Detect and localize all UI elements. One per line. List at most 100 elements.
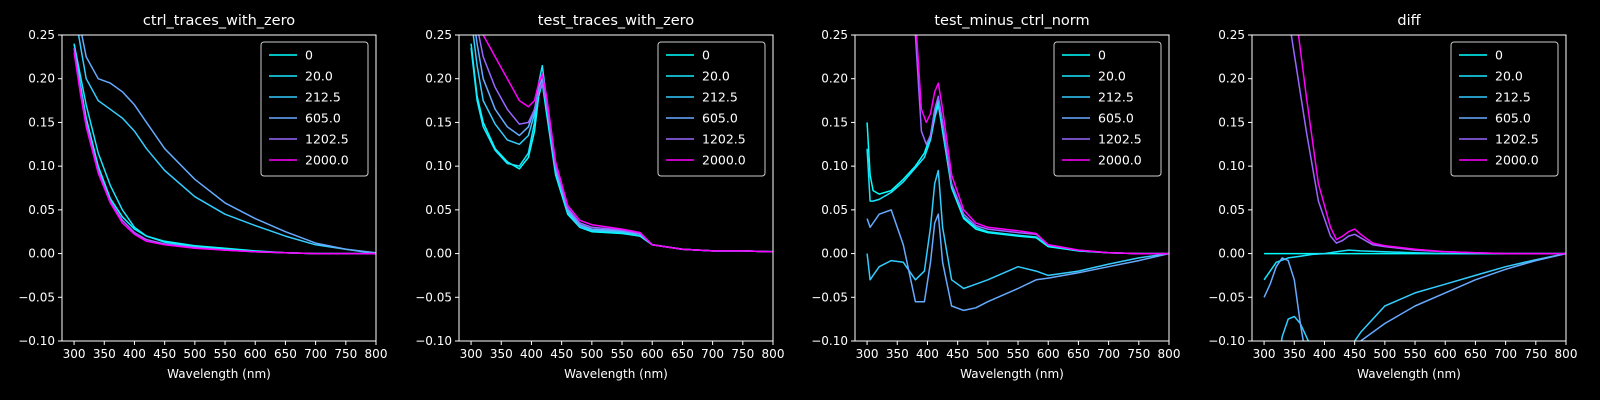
x-tick-label: 600 bbox=[1037, 347, 1060, 361]
x-tick-label: 550 bbox=[214, 347, 237, 361]
y-tick-label: 0.10 bbox=[821, 159, 848, 173]
legend-label: 605.0 bbox=[1495, 111, 1531, 126]
y-tick-label: 0.15 bbox=[28, 115, 55, 129]
panel-3: test_minus_ctrl_norm 300 350 400 450 500 550 60… bbox=[811, 13, 1180, 381]
x-tick-label: 350 bbox=[886, 347, 909, 361]
y-tick-label: −0.10 bbox=[811, 334, 848, 348]
x-tick-label: 300 bbox=[63, 347, 86, 361]
y-tick-label: −0.05 bbox=[415, 290, 452, 304]
x-tick-label: 500 bbox=[1373, 347, 1396, 361]
x-tick-label: 350 bbox=[490, 347, 513, 361]
y-tick-label: 0.15 bbox=[821, 115, 848, 129]
series-line-2000.0 bbox=[915, 35, 1169, 255]
legend-label: 20.0 bbox=[1098, 69, 1126, 84]
x-tick-label: 400 bbox=[1313, 347, 1336, 361]
x-tick-label: 600 bbox=[1434, 347, 1457, 361]
plot-frame bbox=[854, 34, 1170, 342]
legend-label: 20.0 bbox=[1495, 69, 1523, 84]
legend-label: 1202.5 bbox=[1495, 132, 1539, 147]
x-tick-label: 700 bbox=[1097, 347, 1120, 361]
y-tick-label: −0.05 bbox=[811, 290, 848, 304]
legend-label: 1202.5 bbox=[305, 132, 349, 147]
y-tick-label: 0.05 bbox=[28, 203, 55, 217]
y-tick-label: 0.00 bbox=[28, 247, 55, 261]
x-tick-label: 550 bbox=[1007, 347, 1030, 361]
x-tick-label: 800 bbox=[1158, 347, 1181, 361]
y-tick-label: −0.10 bbox=[18, 334, 55, 348]
y-tick-label: 0.05 bbox=[1218, 203, 1245, 217]
x-tick-label: 300 bbox=[1253, 347, 1276, 361]
x-tick-label: 650 bbox=[1067, 347, 1090, 361]
series-line-605.0 bbox=[81, 35, 376, 254]
series-line-212.5 bbox=[77, 35, 376, 255]
y-tick-label: 0.25 bbox=[1218, 28, 1245, 42]
x-tick-label: 300 bbox=[856, 347, 879, 361]
legend-label: 1202.5 bbox=[1098, 132, 1142, 147]
x-tick-label: 800 bbox=[762, 347, 785, 361]
panel-4: diff 300 350 400 450 500 550 600 650 700 750 800 −0.… bbox=[1208, 13, 1578, 381]
y-tick-label: 0.25 bbox=[425, 28, 452, 42]
x-axis-label: Wavelength (nm) bbox=[167, 367, 271, 381]
x-tick-label: 800 bbox=[1555, 347, 1578, 361]
x-tick-label: 550 bbox=[611, 347, 634, 361]
legend-label: 2000.0 bbox=[1495, 153, 1539, 168]
chart-title: ctrl_traces_with_zero bbox=[143, 13, 295, 29]
legend-label: 212.5 bbox=[305, 90, 341, 105]
x-tick-label: 650 bbox=[1464, 347, 1487, 361]
y-tick-label: 0.00 bbox=[821, 247, 848, 261]
y-tick-label: −0.05 bbox=[18, 290, 55, 304]
x-tick-label: 450 bbox=[946, 347, 969, 361]
x-tick-label: 450 bbox=[153, 347, 176, 361]
chart-title: test_minus_ctrl_norm bbox=[934, 13, 1089, 29]
x-tick-label: 300 bbox=[460, 347, 483, 361]
y-tick-label: 0.25 bbox=[821, 28, 848, 42]
legend-label: 0 bbox=[702, 48, 710, 63]
y-tick-label: 0.20 bbox=[821, 72, 848, 86]
series-line-605.0 bbox=[866, 209, 1169, 312]
x-tick-label: 750 bbox=[1524, 347, 1547, 361]
y-tick-label: −0.10 bbox=[1208, 334, 1245, 348]
chart-title: test_traces_with_zero bbox=[538, 13, 695, 29]
legend: 0 20.0 212.5 605.0 1202.5 2000.0 bbox=[657, 41, 766, 177]
series-group bbox=[73, 35, 376, 255]
y-tick-label: −0.10 bbox=[415, 334, 452, 348]
chart-title: diff bbox=[1397, 13, 1421, 29]
legend-label: 1202.5 bbox=[702, 132, 746, 147]
y-tick-label: −0.05 bbox=[1208, 290, 1245, 304]
x-tick-label: 500 bbox=[183, 347, 206, 361]
y-tick-label: 0.00 bbox=[425, 247, 452, 261]
series-line-212.5 bbox=[1280, 252, 1566, 341]
y-tick-label: 0.20 bbox=[425, 72, 452, 86]
legend-label: 0 bbox=[305, 48, 313, 63]
series-line-2000.0 bbox=[1297, 35, 1566, 255]
series-group bbox=[1263, 35, 1566, 341]
x-tick-label: 400 bbox=[520, 347, 543, 361]
legend-label: 605.0 bbox=[305, 111, 341, 126]
y-tick-label: 0.15 bbox=[425, 115, 452, 129]
x-tick-label: 400 bbox=[916, 347, 939, 361]
x-axis-label: Wavelength (nm) bbox=[960, 367, 1064, 381]
legend-label: 212.5 bbox=[702, 90, 738, 105]
y-tick-label: 0.25 bbox=[28, 28, 55, 42]
y-tick-label: 0.20 bbox=[28, 72, 55, 86]
series-line-2000.0 bbox=[73, 52, 376, 255]
x-tick-label: 750 bbox=[731, 347, 754, 361]
x-tick-label: 550 bbox=[1404, 347, 1427, 361]
y-tick-label: 0.15 bbox=[1218, 115, 1245, 129]
x-tick-label: 400 bbox=[123, 347, 146, 361]
x-tick-label: 450 bbox=[1343, 347, 1366, 361]
y-tick-label: 0.05 bbox=[425, 203, 452, 217]
x-tick-label: 600 bbox=[641, 347, 664, 361]
series-group bbox=[470, 35, 773, 253]
x-tick-label: 700 bbox=[304, 347, 327, 361]
legend-label: 212.5 bbox=[1495, 90, 1531, 105]
legend-label: 0 bbox=[1098, 48, 1106, 63]
plot-frame bbox=[1251, 34, 1567, 342]
legend-label: 2000.0 bbox=[1098, 153, 1142, 168]
plot-frame bbox=[61, 34, 377, 342]
legend-label: 605.0 bbox=[702, 111, 738, 126]
legend-label: 2000.0 bbox=[305, 153, 349, 168]
x-tick-label: 800 bbox=[365, 347, 388, 361]
x-tick-label: 750 bbox=[334, 347, 357, 361]
panel-1: ctrl_traces_with_zero 300 350 400 450 500 550 6… bbox=[18, 13, 388, 381]
